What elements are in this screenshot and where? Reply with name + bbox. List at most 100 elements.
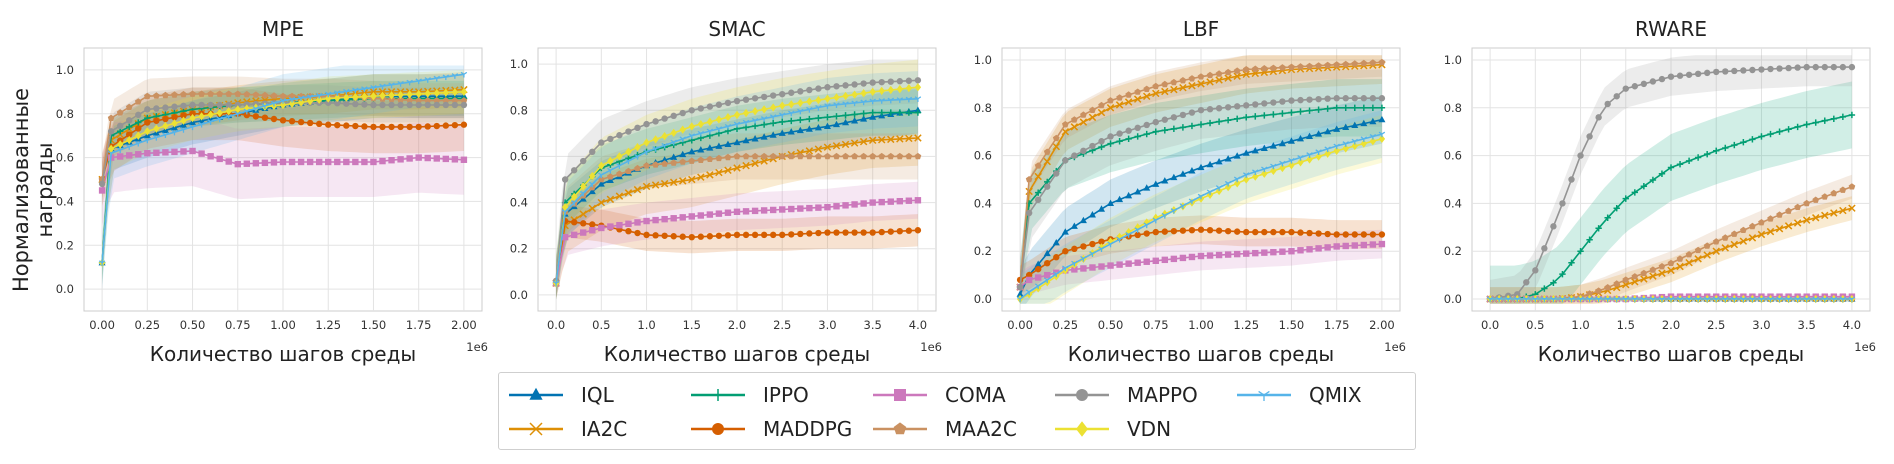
point-maddpg xyxy=(1360,231,1368,238)
point-qmix xyxy=(1342,141,1349,147)
point-mappo xyxy=(896,78,904,85)
point-coma xyxy=(1215,251,1223,259)
point-qmix xyxy=(778,112,786,119)
point-qmix xyxy=(1604,296,1611,303)
point-vdn xyxy=(724,113,732,122)
point-mappo xyxy=(162,104,169,111)
point-maa2c xyxy=(397,96,404,103)
point-iql xyxy=(805,125,813,132)
point-maddpg xyxy=(1369,231,1377,238)
point-maa2c xyxy=(451,97,459,104)
point-ippo xyxy=(1559,270,1566,278)
point-qmix xyxy=(1043,277,1051,284)
point-iql xyxy=(1333,125,1341,132)
point-ippo xyxy=(1252,113,1259,120)
legend-marker xyxy=(712,423,724,435)
point-mappo xyxy=(887,78,894,85)
point-ia2c xyxy=(1848,204,1856,212)
x-tick-label: 3.0 xyxy=(818,318,836,332)
point-qmix xyxy=(451,73,459,79)
point-maddpg xyxy=(896,227,904,235)
point-qmix xyxy=(769,114,777,120)
point-maa2c xyxy=(216,90,223,97)
x-tick-label: 0.00 xyxy=(89,318,115,332)
point-vdn xyxy=(815,95,822,105)
point-vdn xyxy=(1342,144,1349,153)
point-ia2c xyxy=(1206,78,1214,86)
point-maddpg xyxy=(1261,228,1268,236)
point-mappo xyxy=(1016,283,1024,291)
point-maa2c xyxy=(1279,64,1286,71)
legend-marker xyxy=(894,389,906,401)
point-maddpg xyxy=(851,229,858,236)
point-maa2c xyxy=(1785,207,1792,214)
point-vdn xyxy=(288,99,296,108)
point-mappo xyxy=(225,101,232,109)
legend-item-ia2c: IA2C xyxy=(509,417,627,441)
point-coma xyxy=(679,214,686,221)
point-maa2c xyxy=(1224,68,1232,76)
point-mappo xyxy=(1179,111,1187,119)
point-vdn xyxy=(225,106,232,116)
y-tick-label: 0.4 xyxy=(56,194,74,208)
point-ippo xyxy=(1034,189,1042,196)
point-iql xyxy=(1260,144,1268,151)
point-qmix xyxy=(1215,185,1223,191)
point-maa2c xyxy=(442,97,450,104)
point-qmix xyxy=(1595,296,1602,303)
legend-item-ippo: IPPO xyxy=(691,383,809,407)
point-qmix xyxy=(643,149,650,156)
point-maa2c xyxy=(769,152,777,160)
point-maa2c xyxy=(742,152,750,160)
point-qmix xyxy=(1125,232,1132,238)
point-ippo xyxy=(1197,121,1205,128)
point-qmix xyxy=(135,140,142,147)
point-mappo xyxy=(1631,83,1639,90)
point-ippo xyxy=(1731,141,1738,149)
point-coma xyxy=(1025,276,1033,284)
point-iql xyxy=(769,131,777,138)
point-ia2c xyxy=(706,171,714,179)
point-vdn xyxy=(126,135,133,145)
point-qmix xyxy=(851,100,858,107)
point-maa2c xyxy=(1812,196,1820,203)
point-ia2c xyxy=(1034,172,1042,181)
y-tick-label: 0.6 xyxy=(974,149,992,163)
point-vdn xyxy=(697,119,705,129)
point-maa2c xyxy=(1251,65,1259,72)
point-coma xyxy=(1044,271,1051,279)
point-ippo xyxy=(1839,113,1847,121)
point-mappo xyxy=(1089,142,1096,150)
point-maddpg xyxy=(1233,228,1241,235)
point-ia2c xyxy=(805,147,814,155)
point-maa2c xyxy=(1595,287,1602,294)
point-maddpg xyxy=(1170,227,1178,235)
point-maddpg xyxy=(379,123,386,131)
point-coma xyxy=(887,198,894,205)
point-ia2c xyxy=(1839,206,1847,215)
point-maa2c xyxy=(1839,186,1847,193)
point-mappo xyxy=(361,101,368,108)
legend-marker xyxy=(1258,390,1270,401)
point-qmix xyxy=(1360,136,1368,143)
point-vdn xyxy=(1288,160,1295,170)
point-vdn xyxy=(869,87,876,96)
point-mappo xyxy=(1053,170,1060,177)
y-tick-label: 0.0 xyxy=(1444,292,1462,306)
point-qmix xyxy=(1848,296,1856,303)
point-coma xyxy=(697,212,705,219)
point-qmix xyxy=(1839,296,1847,303)
point-coma xyxy=(851,201,858,208)
point-vdn xyxy=(652,135,659,144)
point-vdn xyxy=(833,93,840,102)
point-ippo xyxy=(1143,130,1150,138)
point-ippo xyxy=(1595,225,1602,232)
point-mappo xyxy=(460,101,468,109)
point-vdn xyxy=(779,101,786,110)
x-tick-label: 0.5 xyxy=(1526,318,1544,332)
x-tick-label: 1.25 xyxy=(315,318,341,332)
point-vdn xyxy=(135,131,142,140)
point-coma xyxy=(171,148,178,156)
point-ippo xyxy=(1324,105,1331,112)
point-maddpg xyxy=(797,230,804,238)
